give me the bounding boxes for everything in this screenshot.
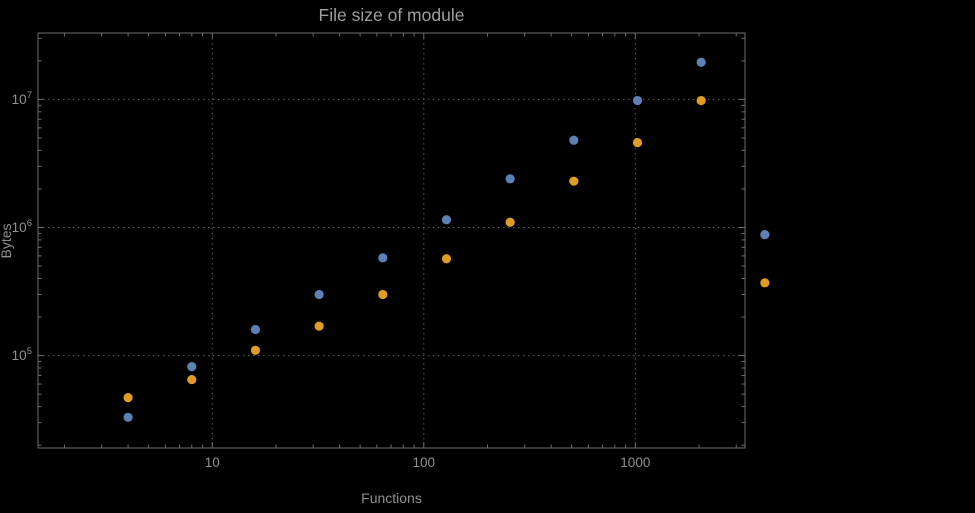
data-point-series-blue — [187, 362, 197, 372]
data-point-series-orange — [760, 278, 770, 288]
x-tick-label: 1000 — [620, 455, 650, 470]
data-point-series-orange — [505, 217, 515, 227]
data-point-series-orange — [378, 289, 388, 300]
data-point-series-blue — [632, 95, 643, 106]
plot-frame — [37, 32, 746, 449]
data-point-series-orange — [187, 374, 197, 385]
data-point-series-orange — [314, 321, 324, 331]
data-point-series-blue — [569, 135, 579, 145]
data-point-series-orange — [632, 138, 643, 148]
data-point-series-orange — [123, 393, 133, 403]
data-point-series-blue — [441, 215, 452, 225]
data-point-series-orange — [569, 176, 579, 186]
data-point-series-orange — [441, 254, 452, 264]
x-tick-label: 10 — [205, 455, 220, 470]
data-point-series-blue — [378, 253, 388, 263]
data-point-series-blue — [760, 230, 770, 240]
chart-title: File size of module — [318, 5, 465, 25]
data-point-series-blue — [505, 174, 515, 184]
y-tick-label: 106 — [12, 218, 32, 235]
data-point-series-blue — [696, 57, 706, 67]
data-point-series-blue — [314, 289, 324, 300]
data-point-series-orange — [696, 95, 706, 106]
x-axis-label: Functions — [361, 490, 422, 506]
data-point-series-blue — [250, 324, 261, 335]
data-point-series-blue — [123, 412, 133, 422]
x-tick-label: 100 — [413, 455, 436, 470]
y-tick-label: 105 — [12, 346, 32, 363]
data-point-series-orange — [250, 345, 261, 355]
y-tick-label: 107 — [12, 90, 32, 107]
